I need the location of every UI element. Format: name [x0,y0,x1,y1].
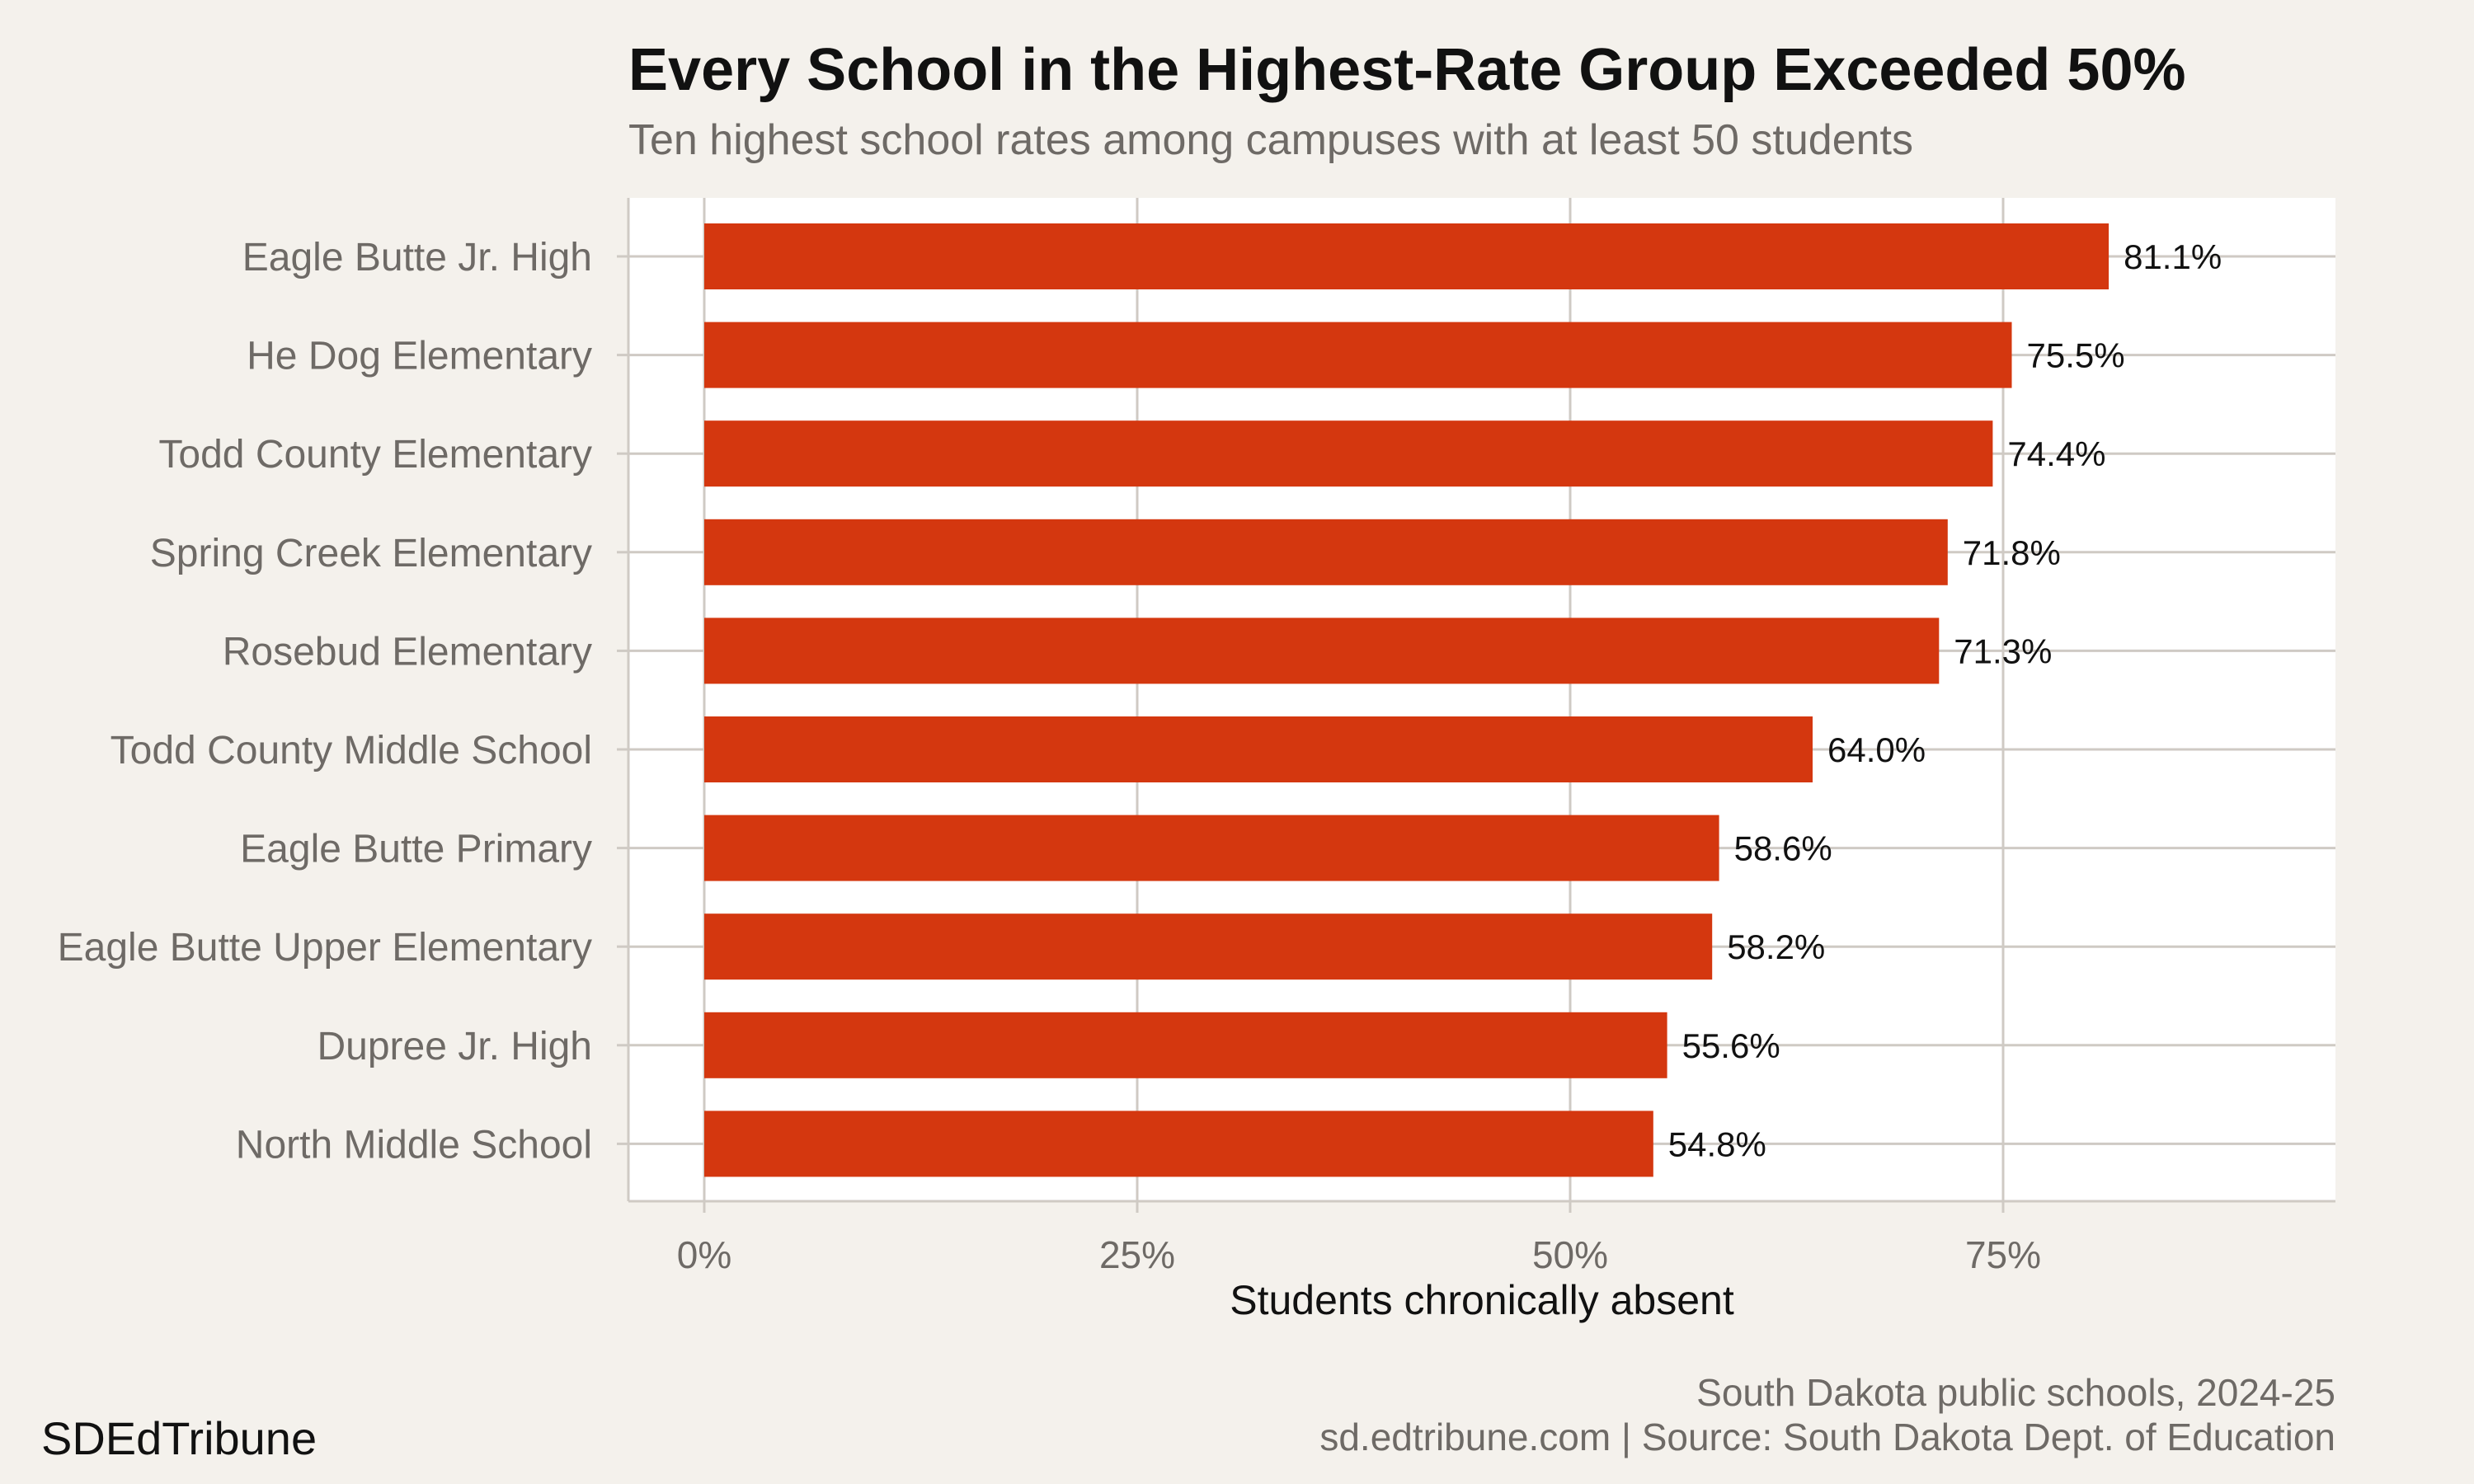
bar [704,913,1713,980]
category-labels: Eagle Butte Jr. High He Dog Elementary Tod… [58,236,592,1167]
category-label: Spring Creek Elementary [150,532,592,575]
bar-value-label: 75.5% [2027,336,2125,375]
category-label: He Dog Elementary [247,335,592,378]
bar-value-label: 55.6% [1682,1026,1780,1065]
x-tick-label: 50% [1532,1233,1608,1276]
category-label: Eagle Butte Primary [240,828,592,871]
bar-value-label: 58.2% [1727,928,1825,966]
x-tick-label: 0% [677,1233,731,1276]
bar [704,322,2012,388]
category-label: North Middle School [236,1123,592,1167]
bar-value-label: 81.1% [2124,237,2222,276]
caption-line-dataset: South Dakota public schools, 2024-25 [1696,1371,2335,1414]
bar [704,716,1813,782]
source-caption: South Dakota public schools, 2024-25 sd.… [1319,1370,2335,1459]
category-label: Rosebud Elementary [223,630,592,674]
bar [704,618,1940,684]
x-tick-label: 75% [1965,1233,2041,1276]
category-label: Todd County Elementary [158,433,592,477]
bar-value-label: 64.0% [1827,730,1926,769]
bar [704,815,1719,881]
brand-wordmark: SDEdTribune [41,1412,317,1464]
category-label: Todd County Middle School [111,729,592,773]
value-labels: 81.1% 75.5% 74.4% 71.8% 71.3% 64.0% 58.6% 58.2%… [1668,237,2222,1163]
bar-value-label: 71.8% [1963,533,2061,572]
caption-line-source: sd.edtribune.com | Source: South Dakota … [1319,1416,2335,1458]
bar [704,519,1948,585]
category-label: Dupree Jr. High [317,1025,593,1068]
bar [704,1111,1653,1177]
chart-title: Every School in the Highest-Rate Group E… [628,37,2186,103]
chart-subtitle: Ten highest school rates among campuses … [628,116,1913,164]
x-tick-labels: 0% 25% 50% 75% [677,1233,2041,1276]
bar-value-label: 71.3% [1954,632,2052,670]
x-tick-label: 25% [1099,1233,1175,1276]
bar [704,420,1993,487]
bar-value-label: 58.6% [1734,829,1832,868]
bars [704,223,2109,1177]
category-label: Eagle Butte Upper Elementary [58,926,592,970]
x-axis-title: Students chronically absent [1230,1277,1734,1323]
bar [704,223,2109,289]
bar-value-label: 74.4% [2007,434,2105,473]
bar-value-label: 54.8% [1668,1125,1766,1163]
bar [704,1012,1667,1078]
category-label: Eagle Butte Jr. High [242,236,592,279]
